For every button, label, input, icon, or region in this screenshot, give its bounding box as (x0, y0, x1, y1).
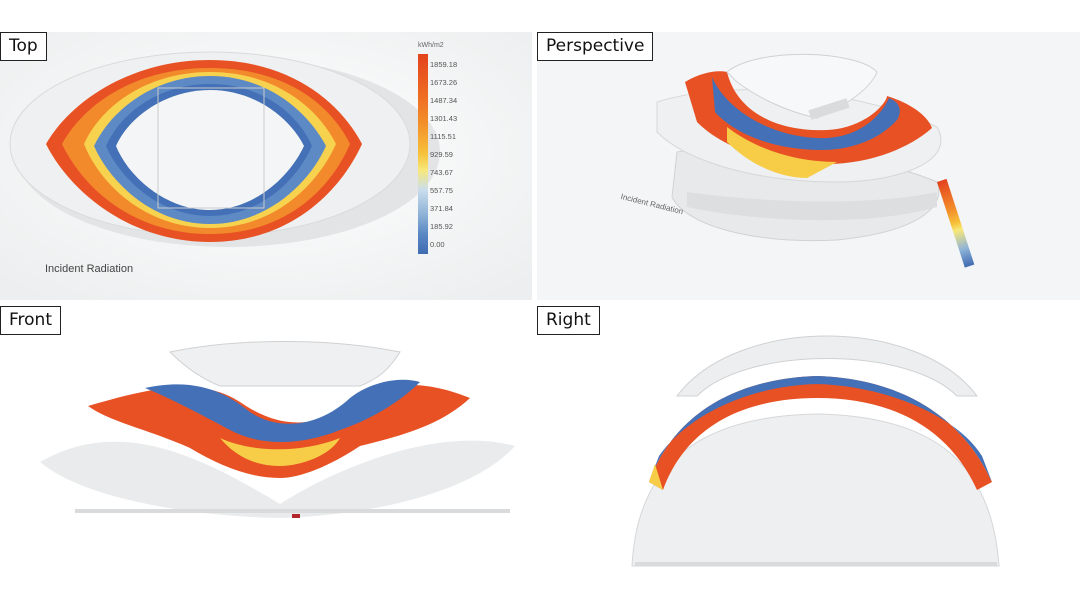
viewport-top[interactable]: Top kWh/m2 1859.18 1673.26 1487.34 1301.… (0, 32, 532, 300)
viewport-label-right: Right (537, 306, 600, 335)
front-top-shell (168, 340, 401, 387)
radiation-band-yellow (727, 127, 837, 178)
front-baseline (75, 509, 510, 513)
front-marker (292, 514, 300, 518)
legend-tick: 743.67 (430, 168, 453, 177)
right-top-arch (675, 335, 979, 397)
front-band-yellow (220, 438, 340, 466)
right-band-yellow (649, 464, 663, 490)
viewport-front[interactable]: Front (0, 306, 532, 570)
right-band-orange (649, 376, 992, 490)
legend-tick: 1115.51 (430, 132, 456, 141)
legend-color-bar (418, 54, 428, 254)
top-shell-detail (808, 98, 850, 120)
top-view-render (0, 32, 532, 300)
radiation-band-blue (712, 77, 900, 150)
front-view-render (0, 306, 532, 570)
right-baseline (635, 562, 997, 566)
legend-unit: kWh/m2 (418, 42, 444, 49)
front-band-blue (145, 379, 420, 442)
viewport-right[interactable]: Right (537, 306, 1080, 570)
front-ground (40, 440, 515, 518)
legend-tick: 1301.43 (430, 114, 458, 123)
legend-tick: 929.59 (430, 150, 453, 159)
viewport-label-top: Top (0, 32, 47, 61)
perspective-view-render (537, 32, 1080, 300)
legend-tick: 1673.26 (430, 78, 458, 87)
caption-incident-radiation: Incident Radiation (45, 263, 134, 275)
legend-tick: 185.92 (430, 222, 453, 231)
legend-tick: 1487.34 (430, 96, 458, 105)
platform-edge (687, 192, 937, 221)
legend-tick: 0.00 (430, 240, 445, 249)
right-view-render (537, 306, 1080, 570)
viewport-label-perspective: Perspective (537, 32, 654, 61)
viewport-label-front: Front (0, 306, 61, 335)
ring-opening (116, 90, 304, 210)
legend-tick: 371.84 (430, 204, 453, 213)
legend-ticks: 1859.18 1673.26 1487.34 1301.43 1115.51 … (430, 61, 490, 251)
viewport-perspective[interactable]: Perspective Incident Radiation (537, 32, 1080, 300)
legend-tick: 1859.18 (430, 60, 458, 69)
legend-tick: 557.75 (430, 186, 453, 195)
inner-box (157, 87, 265, 209)
